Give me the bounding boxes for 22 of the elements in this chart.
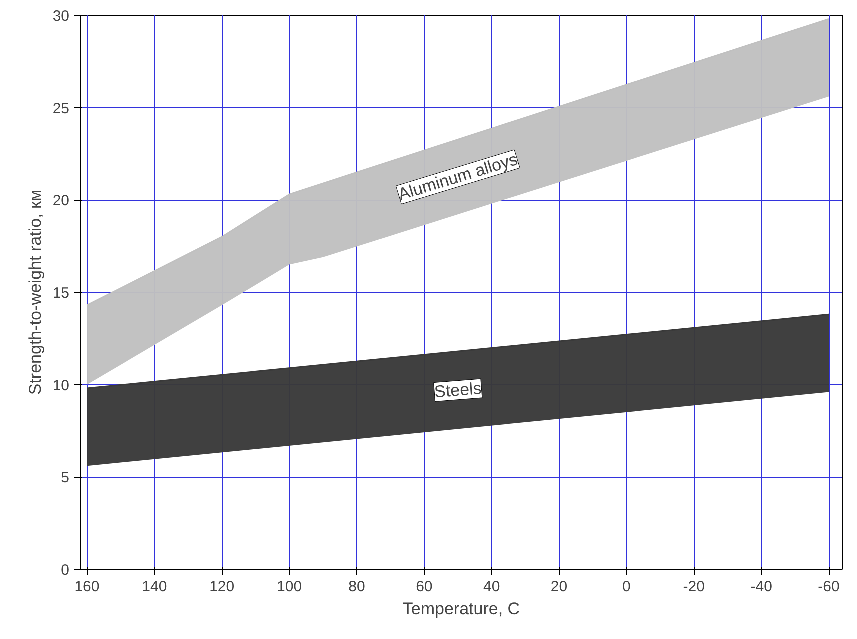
y-tick-label: 15 [52,285,70,302]
y-tick-label: 30 [52,8,70,25]
y-tick-label: 10 [52,377,70,394]
x-tick-label: 0 [622,578,631,596]
x-tick-label: -40 [750,578,772,596]
x-axis-title: Temperature, C [402,600,520,618]
x-tick-label: 160 [74,578,100,596]
x-tick-label: 80 [348,578,366,596]
x-tick-label: 120 [210,578,235,596]
y-tick-label: 25 [52,100,70,118]
series-label: Steels [434,379,482,402]
y-axis-title: Strength-to-weight ratio, км [26,190,45,396]
x-tick-label: 100 [277,578,302,596]
y-tick-label: 5 [61,470,70,487]
x-tick-label: -20 [683,578,705,596]
x-tick-label: 20 [550,578,568,596]
y-tick-label: 0 [61,562,70,579]
x-tick-label: 40 [484,578,500,596]
x-tick-label: -60 [818,578,840,596]
x-tick-label: 140 [142,578,168,596]
y-tick-label: 20 [52,192,70,210]
x-tick-label: 60 [416,578,433,596]
